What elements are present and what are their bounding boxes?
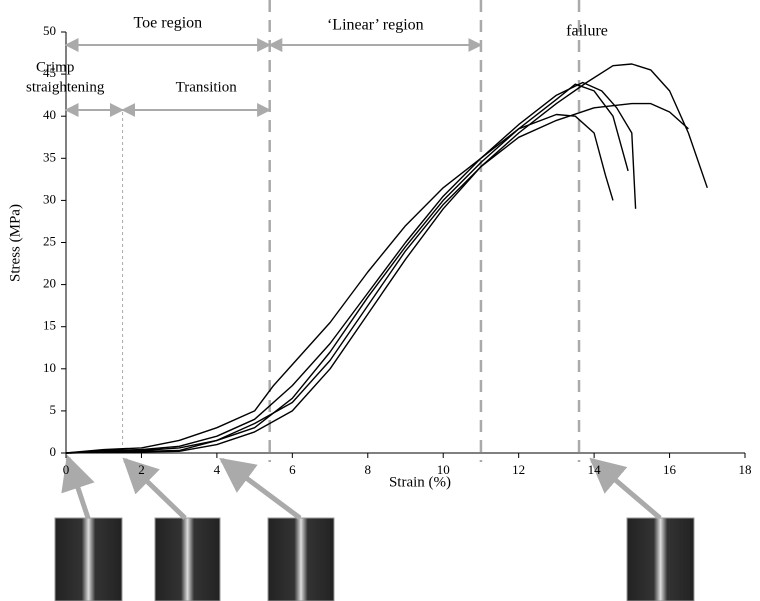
- fiber-image: [627, 518, 694, 601]
- stress-strain-curve: [66, 104, 688, 453]
- x-tick-label: 16: [663, 462, 677, 477]
- y-axis-label: Stress (MPa): [7, 204, 23, 282]
- annotation: straightening: [26, 79, 105, 95]
- annotation: ‘Linear’ region: [327, 17, 424, 34]
- x-tick-label: 10: [437, 462, 450, 477]
- x-tick-label: 8: [365, 462, 372, 477]
- x-tick-label: 4: [214, 462, 221, 477]
- y-tick-label: 50: [43, 23, 56, 38]
- y-tick-label: 15: [43, 318, 56, 333]
- stress-strain-curve: [66, 115, 613, 454]
- y-tick-label: 10: [43, 360, 56, 375]
- annotation: failure: [566, 23, 608, 40]
- y-tick-label: 30: [43, 191, 56, 206]
- x-tick-label: 6: [289, 462, 296, 477]
- pointer-arrow: [68, 458, 88, 518]
- stress-strain-curve: [66, 84, 628, 453]
- x-tick-label: 18: [739, 462, 752, 477]
- x-tick-label: 0: [63, 462, 70, 477]
- stress-strain-curve: [66, 83, 636, 454]
- pointer-arrow: [125, 460, 185, 518]
- x-tick-label: 2: [138, 462, 145, 477]
- x-tick-label: 12: [512, 462, 525, 477]
- fiber-image: [155, 518, 220, 601]
- pointer-arrow: [592, 460, 660, 518]
- y-tick-label: 40: [43, 107, 56, 122]
- y-tick-label: 35: [43, 149, 56, 164]
- y-tick-label: 5: [50, 402, 57, 417]
- annotation: Toe region: [134, 15, 203, 32]
- x-tick-label: 14: [588, 462, 602, 477]
- chart: Strain (%) Stress (MPa) 0510152025303540…: [0, 0, 760, 601]
- y-tick-label: 20: [43, 276, 56, 291]
- fiber-image: [268, 518, 334, 601]
- y-tick-label: 25: [43, 233, 56, 248]
- fiber-images: [55, 458, 694, 601]
- annotation: Crimp: [36, 59, 74, 75]
- y-tick-label: 0: [50, 444, 57, 459]
- stress-strain-curve: [66, 64, 707, 453]
- annotation: Transition: [176, 79, 238, 95]
- fiber-image: [55, 518, 122, 601]
